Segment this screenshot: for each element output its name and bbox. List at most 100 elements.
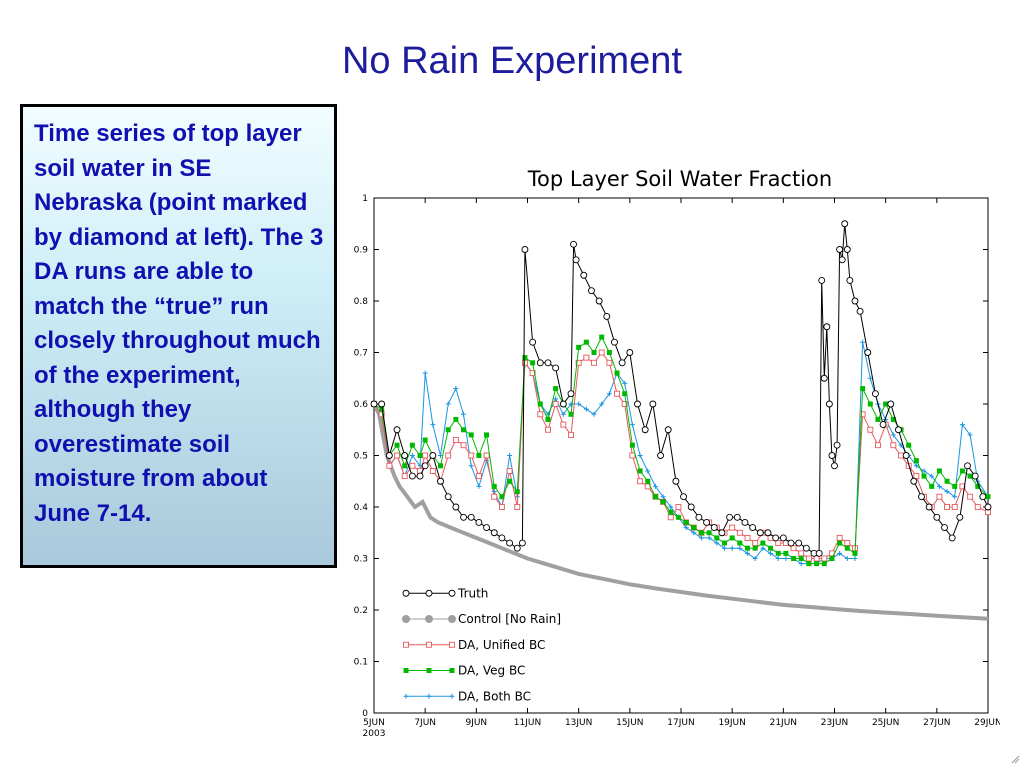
data-point — [718, 529, 726, 537]
data-point — [795, 539, 803, 547]
x-tick-label: 23JUN — [821, 718, 848, 728]
data-point — [529, 338, 537, 346]
legend-marker — [402, 589, 410, 597]
data-point — [445, 427, 451, 433]
data-point — [921, 473, 927, 479]
data-point — [599, 401, 605, 407]
data-point — [537, 411, 544, 418]
data-point — [572, 256, 580, 264]
data-point — [394, 442, 400, 448]
x-tick-label: 25JUN — [872, 718, 899, 728]
data-point — [706, 535, 712, 541]
data-point — [975, 483, 981, 489]
data-point — [606, 391, 612, 397]
y-tick-label: 0.4 — [354, 503, 369, 513]
y-tick-label: 0.9 — [354, 246, 369, 256]
data-point — [821, 555, 828, 562]
data-point — [668, 509, 674, 515]
data-point — [591, 350, 597, 355]
data-point — [591, 359, 597, 366]
data-point — [944, 489, 950, 495]
data-point — [507, 453, 513, 458]
data-point — [657, 452, 664, 459]
data-point — [737, 540, 743, 546]
data-point — [818, 276, 826, 284]
data-point — [798, 556, 804, 561]
data-point — [660, 499, 666, 505]
data-point — [468, 432, 474, 438]
data-point — [823, 323, 831, 331]
data-point — [603, 312, 611, 320]
data-point — [752, 556, 758, 561]
data-point — [491, 489, 497, 495]
data-point — [483, 524, 491, 532]
data-point — [629, 422, 635, 428]
data-point — [764, 529, 772, 537]
data-point — [576, 344, 582, 350]
data-point — [802, 544, 810, 552]
data-point — [736, 529, 743, 536]
data-point — [652, 494, 658, 500]
data-point — [680, 493, 688, 501]
data-point — [429, 452, 437, 459]
data-point — [386, 462, 393, 469]
data-point — [952, 494, 958, 500]
data-point — [967, 432, 973, 438]
data-point — [813, 555, 820, 562]
data-point — [430, 422, 436, 428]
data-point — [856, 307, 864, 315]
x-tick-label: 29JUN — [974, 718, 1000, 728]
data-point — [606, 359, 613, 366]
data-point — [444, 493, 452, 501]
data-point — [438, 453, 444, 458]
data-point — [552, 364, 560, 372]
data-point — [506, 468, 513, 474]
data-point — [967, 473, 973, 479]
data-point — [806, 561, 812, 567]
data-point — [821, 561, 827, 567]
data-point — [964, 462, 971, 470]
data-point — [918, 493, 925, 501]
legend-marker — [449, 668, 455, 673]
data-point — [695, 513, 703, 521]
data-point — [591, 411, 597, 417]
data-point — [536, 359, 544, 367]
data-point — [910, 477, 918, 485]
data-point — [672, 477, 680, 485]
data-point — [570, 240, 578, 248]
data-point — [445, 401, 451, 407]
x-tick-label: 11JUN — [514, 718, 541, 728]
data-point — [875, 416, 881, 422]
data-point — [513, 544, 521, 552]
series-da-both-bc — [371, 339, 991, 567]
data-point — [521, 246, 529, 253]
data-point — [544, 359, 552, 367]
data-point — [974, 504, 981, 510]
legend-marker — [402, 615, 410, 623]
data-point — [409, 453, 415, 458]
legend-marker — [448, 589, 456, 597]
data-point — [979, 493, 987, 501]
data-point — [429, 468, 436, 474]
data-point — [606, 350, 612, 355]
data-point — [805, 555, 812, 562]
data-point — [864, 349, 872, 356]
chart-legend: Truth Control [No Rain] DA, Unified BC DA, … — [402, 586, 561, 703]
data-point — [645, 478, 651, 484]
data-point — [560, 411, 566, 417]
data-point — [951, 504, 958, 510]
data-point — [408, 472, 416, 480]
data-point — [783, 556, 789, 561]
data-point — [401, 473, 408, 480]
data-point — [460, 513, 467, 521]
data-point — [401, 452, 409, 459]
data-point — [959, 468, 965, 474]
data-point — [660, 494, 666, 500]
data-point — [783, 550, 789, 556]
data-point — [729, 535, 735, 541]
data-point — [476, 453, 482, 458]
series-control-no-rain — [372, 403, 989, 621]
data-point — [422, 437, 428, 443]
data-point — [553, 396, 559, 402]
